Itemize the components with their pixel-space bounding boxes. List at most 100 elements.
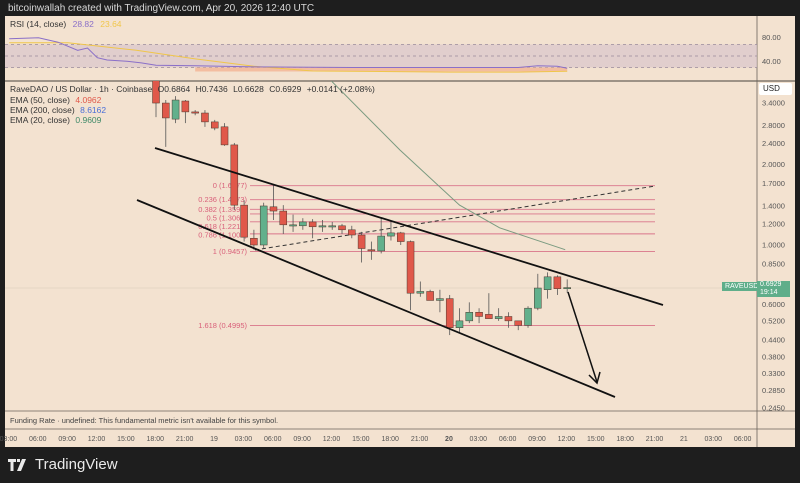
price-tick-label: 2.4000 (762, 139, 785, 148)
rsi-label: RSI (14, close) (10, 19, 67, 29)
projection-arrow[interactable] (567, 291, 601, 385)
rsi-tick-40: 40.00 (762, 57, 781, 66)
candle-body-down (367, 249, 376, 252)
candle-body-up (416, 291, 425, 294)
rsi-tick-80: 80.00 (762, 33, 781, 42)
ema-label: EMA (200, close) (10, 105, 75, 115)
candle-body-up (494, 316, 503, 319)
time-axis[interactable]: 03:00 06:00 09:00 12:00 15:00 18:00 21:00 19 03:… (0, 436, 752, 443)
currency-selector[interactable]: USD (759, 83, 792, 95)
ohlc-close: C0.6929 (269, 84, 302, 94)
fib-retracement[interactable]: 0 (1.6677)0.236 (1.4773)0.382 (1.3597)0.… (198, 181, 655, 330)
channel-lower-trendline[interactable] (136, 199, 616, 398)
candle (230, 142, 239, 211)
candle (465, 302, 474, 324)
channel-upper-trendline[interactable] (154, 147, 664, 306)
price-tick-label: 0.2450 (762, 404, 785, 413)
price-tick-label: 2.8000 (762, 121, 785, 130)
ema20-line (330, 81, 566, 251)
candle-body-down (504, 316, 513, 322)
fib-level-label: 0.236 (1.4773) (198, 195, 247, 204)
arrow-head-icon (588, 371, 601, 385)
price-tick-label: 1.0000 (762, 241, 785, 250)
rsi-ma-line (9, 42, 568, 73)
candle-body-up (387, 232, 395, 237)
brand-name: TradingView (35, 456, 118, 473)
price-tick-label: 0.6000 (762, 300, 785, 309)
candle (191, 110, 199, 116)
candle (289, 214, 297, 232)
tradingview-logo[interactable]: TradingView (8, 456, 118, 473)
price-tick-label: 0.8500 (762, 259, 785, 268)
candle (397, 231, 405, 245)
candle-body-up (377, 235, 385, 252)
candle (220, 123, 229, 146)
candle (485, 293, 493, 319)
ema50-legend[interactable]: EMA (50, close) 4.0962 (10, 95, 101, 105)
candle (338, 223, 346, 234)
main-pane: 0 (1.6677)0.236 (1.4773)0.382 (1.3597)0.… (5, 81, 757, 398)
price-tick-label: 0.4400 (762, 336, 785, 345)
price-tick-label: 1.4000 (762, 201, 785, 210)
time-tick-label: 03:00 (235, 436, 253, 443)
candle-body-up (436, 298, 444, 301)
ohlc-low: L0.6628 (233, 84, 264, 94)
symbol-title[interactable]: RaveDAO / US Dollar · 1h · Coinbase (10, 84, 153, 94)
fib-level-label: 0.382 (1.3597) (198, 205, 247, 214)
time-tick-label: 18:00 (616, 436, 634, 443)
time-tick-label: 19 (210, 436, 218, 443)
candle (152, 81, 160, 118)
candle (308, 219, 317, 239)
candle (259, 202, 268, 249)
price-axis[interactable]: 3.4000 2.8000 2.4000 2.0000 1.7000 1.4000 1.20… (762, 99, 785, 413)
time-tick-label: 06:00 (499, 436, 517, 443)
candle (201, 110, 209, 127)
candle-body-up (259, 205, 268, 246)
time-tick-label: 15:00 (117, 436, 135, 443)
candle-body-up (543, 276, 552, 290)
fib-trend-dashed-line[interactable] (254, 185, 656, 251)
candle (299, 218, 307, 230)
ema200-legend[interactable]: EMA (200, close) 8.6162 (10, 105, 106, 115)
candle (514, 320, 522, 331)
candle (357, 231, 366, 263)
time-tick-label: 15:00 (587, 436, 605, 443)
time-tick-label: 21:00 (411, 436, 429, 443)
ema20-legend[interactable]: EMA (20, close) 0.9609 (10, 115, 101, 125)
candle (524, 306, 532, 328)
rsi-ma-value: 23.64 (100, 19, 122, 29)
time-tick-label: 12:00 (88, 436, 106, 443)
ohlc-high: H0.7436 (195, 84, 228, 94)
candle (426, 289, 434, 301)
chart-frame[interactable] (5, 16, 795, 447)
candle-body-down (250, 237, 258, 246)
time-tick-label: 21 (680, 436, 688, 443)
candle-body-down (475, 312, 483, 317)
time-tick-label: 18:00 (381, 436, 399, 443)
candle-body-down (485, 314, 493, 319)
candle (377, 218, 385, 254)
candle (210, 119, 219, 131)
candle (563, 279, 571, 293)
candle (367, 241, 376, 260)
candle-body-down (191, 111, 199, 114)
time-tick-label: 06:00 (29, 436, 47, 443)
price-tick-label: 0.2850 (762, 386, 785, 395)
candle (279, 205, 288, 234)
candle-body-down (220, 126, 229, 146)
candle-body-up (524, 307, 532, 326)
tradingview-logo-icon (8, 458, 26, 471)
candles (152, 81, 571, 336)
candle-body-up (455, 320, 464, 328)
candle-body-down (348, 229, 356, 236)
last-price: 0.6929 (760, 281, 782, 288)
candle (328, 221, 336, 230)
candle-body-up (534, 287, 542, 309)
rsi-line (9, 37, 568, 69)
time-tick-label: 09:00 (58, 436, 76, 443)
time-tick-label: 20 (445, 436, 453, 443)
fib-level-label: 0.618 (1.2217) (198, 222, 247, 231)
candle (181, 100, 190, 124)
candle-body-up (171, 99, 180, 120)
